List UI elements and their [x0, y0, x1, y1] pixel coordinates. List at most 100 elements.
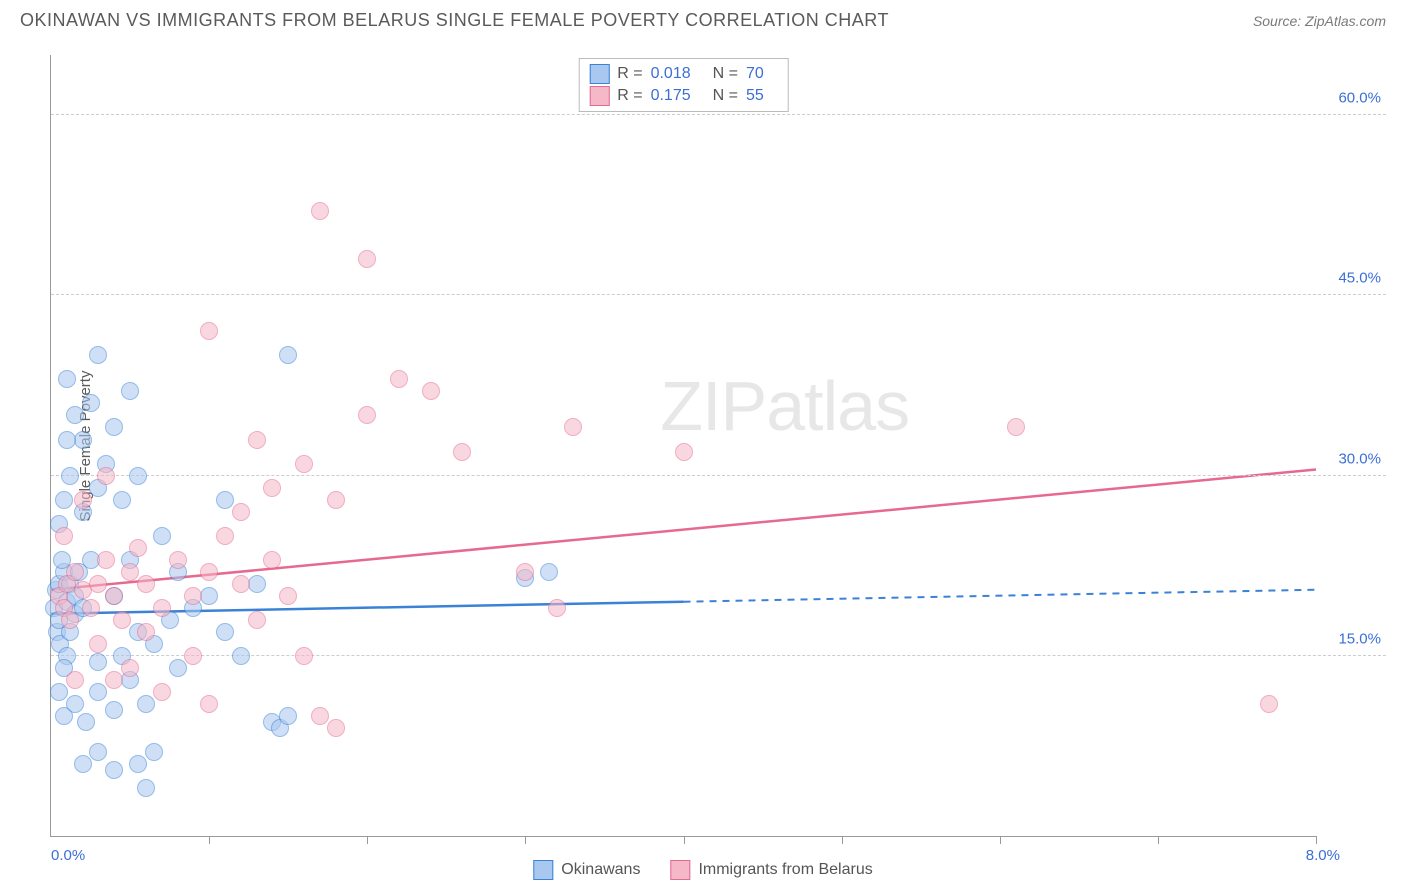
x-tick-label: 8.0%: [1306, 847, 1340, 864]
scatter-point: [82, 599, 100, 617]
scatter-point: [422, 382, 440, 400]
scatter-point: [77, 713, 95, 731]
scatter-point: [89, 743, 107, 761]
scatter-point: [58, 370, 76, 388]
correlation-legend: R =0.018N =70R =0.175N =55: [578, 58, 789, 112]
chart-header: OKINAWAN VS IMMIGRANTS FROM BELARUS SING…: [0, 0, 1406, 36]
scatter-point: [97, 551, 115, 569]
scatter-point: [1007, 418, 1025, 436]
scatter-point: [327, 719, 345, 737]
scatter-point: [263, 479, 281, 497]
y-tick-label: 45.0%: [1338, 270, 1381, 287]
x-tick: [842, 836, 843, 844]
x-tick: [1000, 836, 1001, 844]
scatter-point: [121, 382, 139, 400]
scatter-point: [295, 455, 313, 473]
x-tick: [684, 836, 685, 844]
scatter-point: [1260, 695, 1278, 713]
scatter-point: [82, 394, 100, 412]
scatter-point: [55, 491, 73, 509]
legend-swatch: [533, 860, 553, 880]
scatter-point: [279, 346, 297, 364]
scatter-point: [50, 683, 68, 701]
series-legend-item: Immigrants from Belarus: [670, 860, 872, 880]
scatter-point: [358, 406, 376, 424]
scatter-point: [105, 418, 123, 436]
scatter-point: [200, 695, 218, 713]
scatter-point: [153, 527, 171, 545]
scatter-point: [232, 503, 250, 521]
scatter-point: [358, 250, 376, 268]
scatter-point: [200, 322, 218, 340]
scatter-point: [74, 755, 92, 773]
scatter-point: [145, 743, 163, 761]
scatter-point: [216, 623, 234, 641]
scatter-point: [105, 761, 123, 779]
gridline-h: [51, 294, 1386, 295]
legend-n-value: 70: [746, 65, 764, 83]
scatter-point: [113, 491, 131, 509]
gridline-h: [51, 655, 1386, 656]
scatter-point: [55, 527, 73, 545]
scatter-point: [232, 575, 250, 593]
scatter-point: [390, 370, 408, 388]
legend-r-label: R =: [617, 87, 642, 105]
scatter-point: [137, 623, 155, 641]
trend-line-solid: [51, 470, 1316, 590]
legend-n-label: N =: [713, 65, 738, 83]
scatter-point: [169, 659, 187, 677]
scatter-point: [153, 683, 171, 701]
scatter-point: [129, 539, 147, 557]
scatter-point: [61, 467, 79, 485]
scatter-point: [97, 467, 115, 485]
scatter-point: [105, 671, 123, 689]
legend-r-value: 0.018: [651, 65, 691, 83]
correlation-legend-row: R =0.018N =70: [589, 63, 778, 85]
trend-line-dashed: [684, 590, 1317, 602]
series-legend-item: Okinawans: [533, 860, 640, 880]
scatter-point: [279, 587, 297, 605]
plot-region: ZIPatlas R =0.018N =70R =0.175N =55 15.0…: [50, 55, 1316, 837]
scatter-point: [113, 611, 131, 629]
legend-r-value: 0.175: [651, 87, 691, 105]
gridline-h: [51, 475, 1386, 476]
chart-area: ZIPatlas R =0.018N =70R =0.175N =55 15.0…: [50, 55, 1386, 837]
scatter-point: [137, 695, 155, 713]
scatter-point: [58, 431, 76, 449]
scatter-point: [216, 527, 234, 545]
x-tick: [525, 836, 526, 844]
scatter-point: [248, 575, 266, 593]
scatter-point: [137, 779, 155, 797]
scatter-point: [216, 491, 234, 509]
scatter-point: [248, 611, 266, 629]
trend-line-solid: [51, 602, 684, 614]
legend-swatch: [670, 860, 690, 880]
scatter-point: [675, 443, 693, 461]
scatter-point: [105, 701, 123, 719]
x-tick: [209, 836, 210, 844]
scatter-point: [169, 551, 187, 569]
scatter-point: [89, 346, 107, 364]
y-tick-label: 60.0%: [1338, 90, 1381, 107]
scatter-point: [232, 647, 250, 665]
scatter-point: [89, 635, 107, 653]
legend-n-label: N =: [713, 87, 738, 105]
chart-source: Source: ZipAtlas.com: [1253, 13, 1386, 29]
scatter-point: [311, 202, 329, 220]
scatter-point: [121, 563, 139, 581]
scatter-point: [248, 431, 266, 449]
scatter-point: [129, 755, 147, 773]
x-tick: [367, 836, 368, 844]
scatter-point: [89, 653, 107, 671]
y-tick-label: 15.0%: [1338, 630, 1381, 647]
scatter-point: [279, 707, 297, 725]
legend-n-value: 55: [746, 87, 764, 105]
scatter-point: [453, 443, 471, 461]
scatter-point: [66, 671, 84, 689]
scatter-point: [184, 587, 202, 605]
scatter-point: [66, 406, 84, 424]
scatter-point: [137, 575, 155, 593]
legend-swatch: [589, 86, 609, 106]
series-legend-label: Immigrants from Belarus: [698, 861, 872, 879]
scatter-point: [184, 647, 202, 665]
